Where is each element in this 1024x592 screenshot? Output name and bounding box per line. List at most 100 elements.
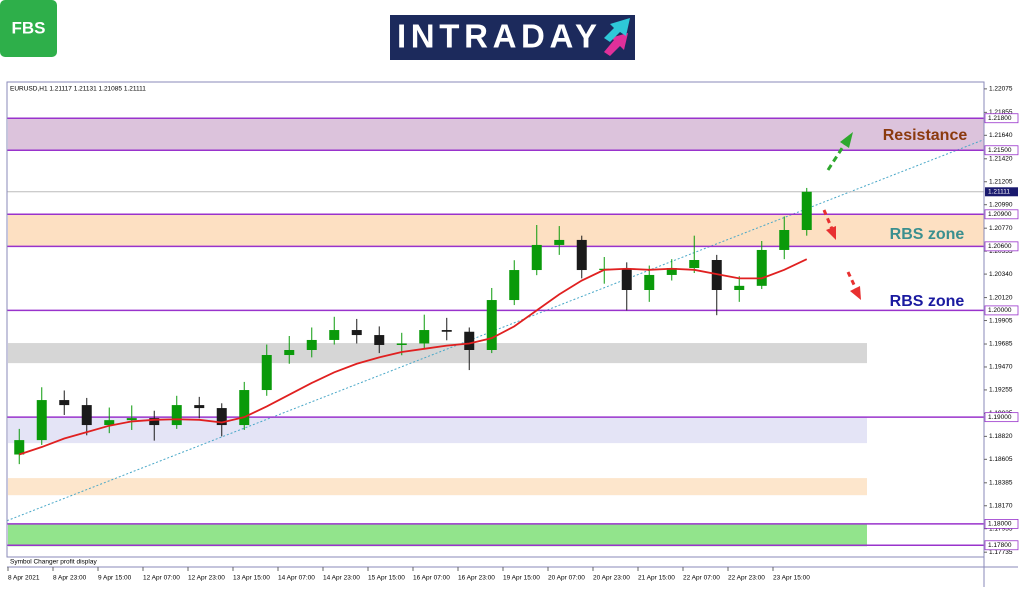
candle-body	[644, 274, 655, 291]
level-label: 1.18000	[988, 521, 1012, 528]
candle-body	[486, 300, 497, 350]
candle-body	[554, 239, 565, 245]
annotation: RBS zone	[890, 226, 965, 243]
footer-note: Symbol Changer profit display	[10, 559, 97, 566]
level-label: 1.19000	[988, 414, 1012, 421]
zone	[8, 523, 867, 547]
banner-text: INTRADAY	[397, 18, 597, 55]
arrow-head	[850, 286, 861, 300]
y-tick-label: 1.18170	[989, 502, 1013, 509]
y-tick-label: 1.18820	[989, 433, 1013, 440]
candle-body	[171, 405, 182, 426]
x-tick-label: 21 Apr 15:00	[638, 575, 675, 582]
candle-body	[36, 400, 47, 441]
y-tick-label: 1.21855	[989, 109, 1013, 116]
candle-body	[621, 268, 632, 291]
level-label: 1.17800	[988, 542, 1012, 549]
candle-body	[284, 349, 295, 356]
y-tick-label: 1.20770	[989, 225, 1013, 232]
candle-body	[666, 268, 677, 275]
candle-body	[351, 330, 362, 336]
current-price-box	[985, 187, 1018, 197]
level-label-box	[984, 519, 1019, 529]
candle-body	[509, 270, 520, 301]
candle-body	[261, 355, 272, 391]
candle-body	[216, 408, 227, 426]
y-tick-label: 1.20555	[989, 248, 1013, 255]
arrows	[822, 132, 861, 300]
candle-body	[306, 339, 317, 350]
candle-body	[576, 239, 587, 271]
banner-icon	[604, 33, 628, 56]
candle-body	[464, 331, 475, 350]
chart-info: EURUSD,H1 1.21117 1.21131 1.21085 1.2111…	[10, 86, 146, 93]
x-tick-label: 8 Apr 2021	[8, 575, 40, 582]
candle-body	[81, 405, 92, 426]
current-price-label: 1.21111	[988, 189, 1010, 196]
y-tick-label: 1.19470	[989, 364, 1013, 371]
candle-body	[801, 191, 812, 231]
x-tick-label: 13 Apr 15:00	[233, 575, 270, 582]
x-tick-label: 8 Apr 23:00	[53, 575, 87, 582]
candle-body	[756, 249, 767, 286]
x-tick-label: 19 Apr 15:00	[503, 575, 540, 582]
brand-logo	[0, 0, 57, 57]
x-tick-label: 14 Apr 23:00	[323, 575, 360, 582]
banner-icon	[604, 18, 630, 42]
level-label: 1.21800	[988, 115, 1012, 122]
level-label: 1.21500	[988, 147, 1012, 154]
arrow	[826, 141, 848, 171]
x-tick-label: 22 Apr 23:00	[728, 575, 765, 582]
y-tick-label: 1.18385	[989, 480, 1013, 487]
level-label-box	[984, 540, 1019, 551]
level-label-box	[984, 305, 1019, 316]
arrow	[822, 209, 834, 230]
level-label-box	[984, 412, 1019, 423]
candle-body	[239, 390, 250, 426]
y-tick-label: 1.18605	[989, 456, 1013, 463]
candle-body	[126, 418, 137, 421]
arrow-head	[826, 226, 836, 240]
y-tick-label: 1.21640	[989, 132, 1013, 139]
candle-body	[689, 260, 700, 269]
annotation: RBS zone	[890, 293, 965, 310]
level-label: 1.20900	[988, 211, 1012, 218]
brand-text: FBS	[12, 18, 46, 37]
x-tick-label: 14 Apr 07:00	[278, 575, 315, 582]
y-tick-label: 1.20120	[989, 294, 1013, 301]
zone	[8, 214, 984, 247]
y-tick-label: 1.17955	[989, 525, 1013, 532]
y-tick-label: 1.20340	[989, 271, 1013, 278]
y-tick-label: 1.21205	[989, 178, 1013, 185]
y-tick-label: 1.20990	[989, 201, 1013, 208]
candle-body	[194, 405, 205, 409]
level-label: 1.20600	[988, 243, 1012, 250]
annotation: Resistance	[883, 127, 968, 144]
candle-body	[779, 230, 790, 250]
candle-body	[329, 330, 340, 340]
candle-body	[441, 330, 452, 332]
x-tick-label: 20 Apr 07:00	[548, 575, 585, 582]
x-tick-label: 9 Apr 15:00	[98, 575, 132, 582]
y-tick-label: 1.19905	[989, 317, 1013, 324]
zone	[8, 478, 867, 496]
y-tick-label: 1.22075	[989, 86, 1013, 93]
zone	[8, 118, 984, 151]
x-tick-label: 16 Apr 23:00	[458, 575, 495, 582]
x-tick-label: 16 Apr 07:00	[413, 575, 450, 582]
candle-body	[531, 244, 542, 271]
candle-body	[374, 335, 385, 345]
x-tick-label: 12 Apr 07:00	[143, 575, 180, 582]
y-tick-label: 1.19255	[989, 387, 1013, 394]
x-tick-label: 22 Apr 07:00	[683, 575, 720, 582]
candle-body	[419, 330, 430, 344]
level-label: 1.20000	[988, 307, 1012, 314]
level-label-box	[984, 145, 1019, 156]
y-tick-label: 1.21420	[989, 156, 1013, 163]
candle-body	[104, 420, 115, 426]
arrow-head	[840, 132, 853, 148]
y-tick-label: 1.19685	[989, 341, 1013, 348]
moving-average	[18, 258, 808, 456]
